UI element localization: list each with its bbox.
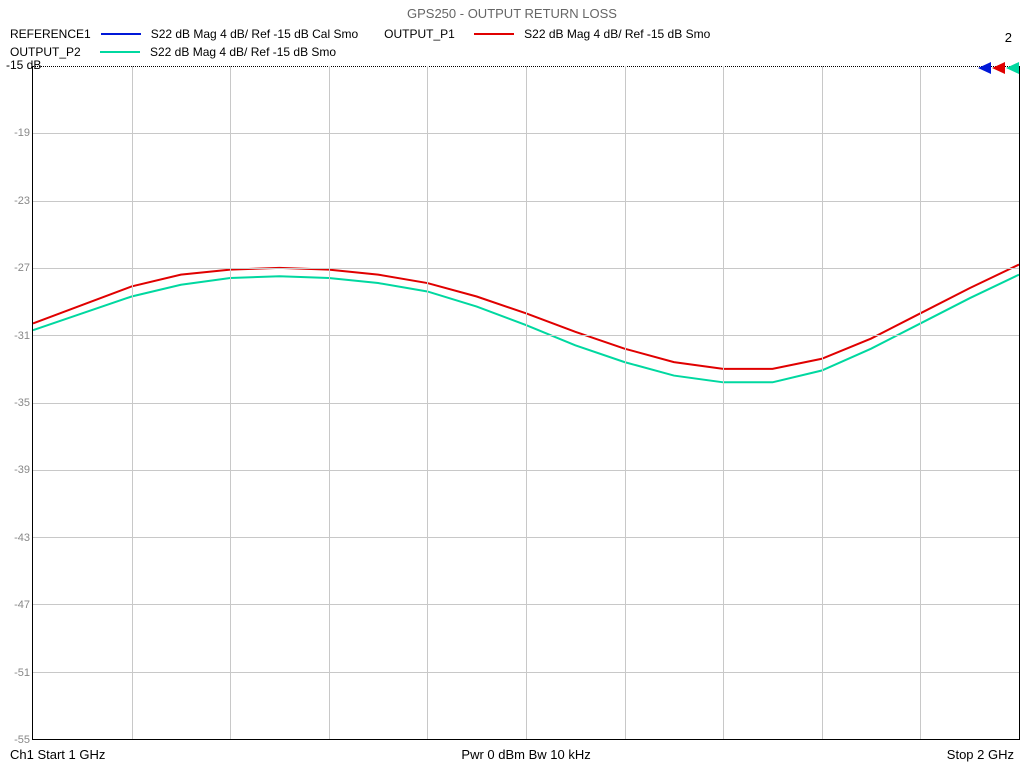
x-stop-label: Stop 2 GHz <box>947 747 1014 762</box>
footer-center: Pwr 0 dBm Bw 10 kHz <box>461 747 590 762</box>
legend-spec: S22 dB Mag 4 dB/ Ref -15 dB Cal Smo <box>151 25 358 43</box>
y-tick-label: -51 <box>4 667 30 679</box>
y-tick-label: -35 <box>4 397 30 409</box>
trace-number: 2 <box>1005 30 1012 45</box>
x-start-label: Ch1 Start 1 GHz <box>10 747 105 762</box>
legend: REFERENCE1 S22 dB Mag 4 dB/ Ref -15 dB Ca… <box>0 21 1024 63</box>
legend-spec: S22 dB Mag 4 dB/ Ref -15 dB Smo <box>150 43 336 61</box>
legend-entry: OUTPUT_P1 S22 dB Mag 4 dB/ Ref -15 dB Smo <box>384 25 710 43</box>
y-tick-label: -23 <box>4 195 30 207</box>
legend-swatch <box>100 51 140 53</box>
y-tick-label: -43 <box>4 532 30 544</box>
legend-swatch <box>101 33 141 35</box>
chart-title: GPS250 - OUTPUT RETURN LOSS <box>0 0 1024 21</box>
y-tick-label: -47 <box>4 599 30 611</box>
legend-name: REFERENCE1 <box>10 25 91 43</box>
y-tick-label: -31 <box>4 330 30 342</box>
legend-entry: OUTPUT_P2S22 dB Mag 4 dB/ Ref -15 dB Smo <box>10 43 336 61</box>
y-tick-label: -19 <box>4 127 30 139</box>
y-tick-label: -55 <box>4 734 30 746</box>
legend-entry: REFERENCE1 S22 dB Mag 4 dB/ Ref -15 dB Ca… <box>10 25 358 43</box>
footer: Ch1 Start 1 GHz Pwr 0 dBm Bw 10 kHz Stop… <box>10 747 1014 762</box>
y-tick-label: -27 <box>4 262 30 274</box>
plot-area: -15 dB -19-23-27-31-35-39-43-47-51-55 <box>4 66 1020 740</box>
legend-spec: S22 dB Mag 4 dB/ Ref -15 dB Smo <box>524 25 710 43</box>
legend-swatch <box>474 33 514 35</box>
legend-name: OUTPUT_P1 <box>384 25 464 43</box>
y-tick-label: -39 <box>4 464 30 476</box>
